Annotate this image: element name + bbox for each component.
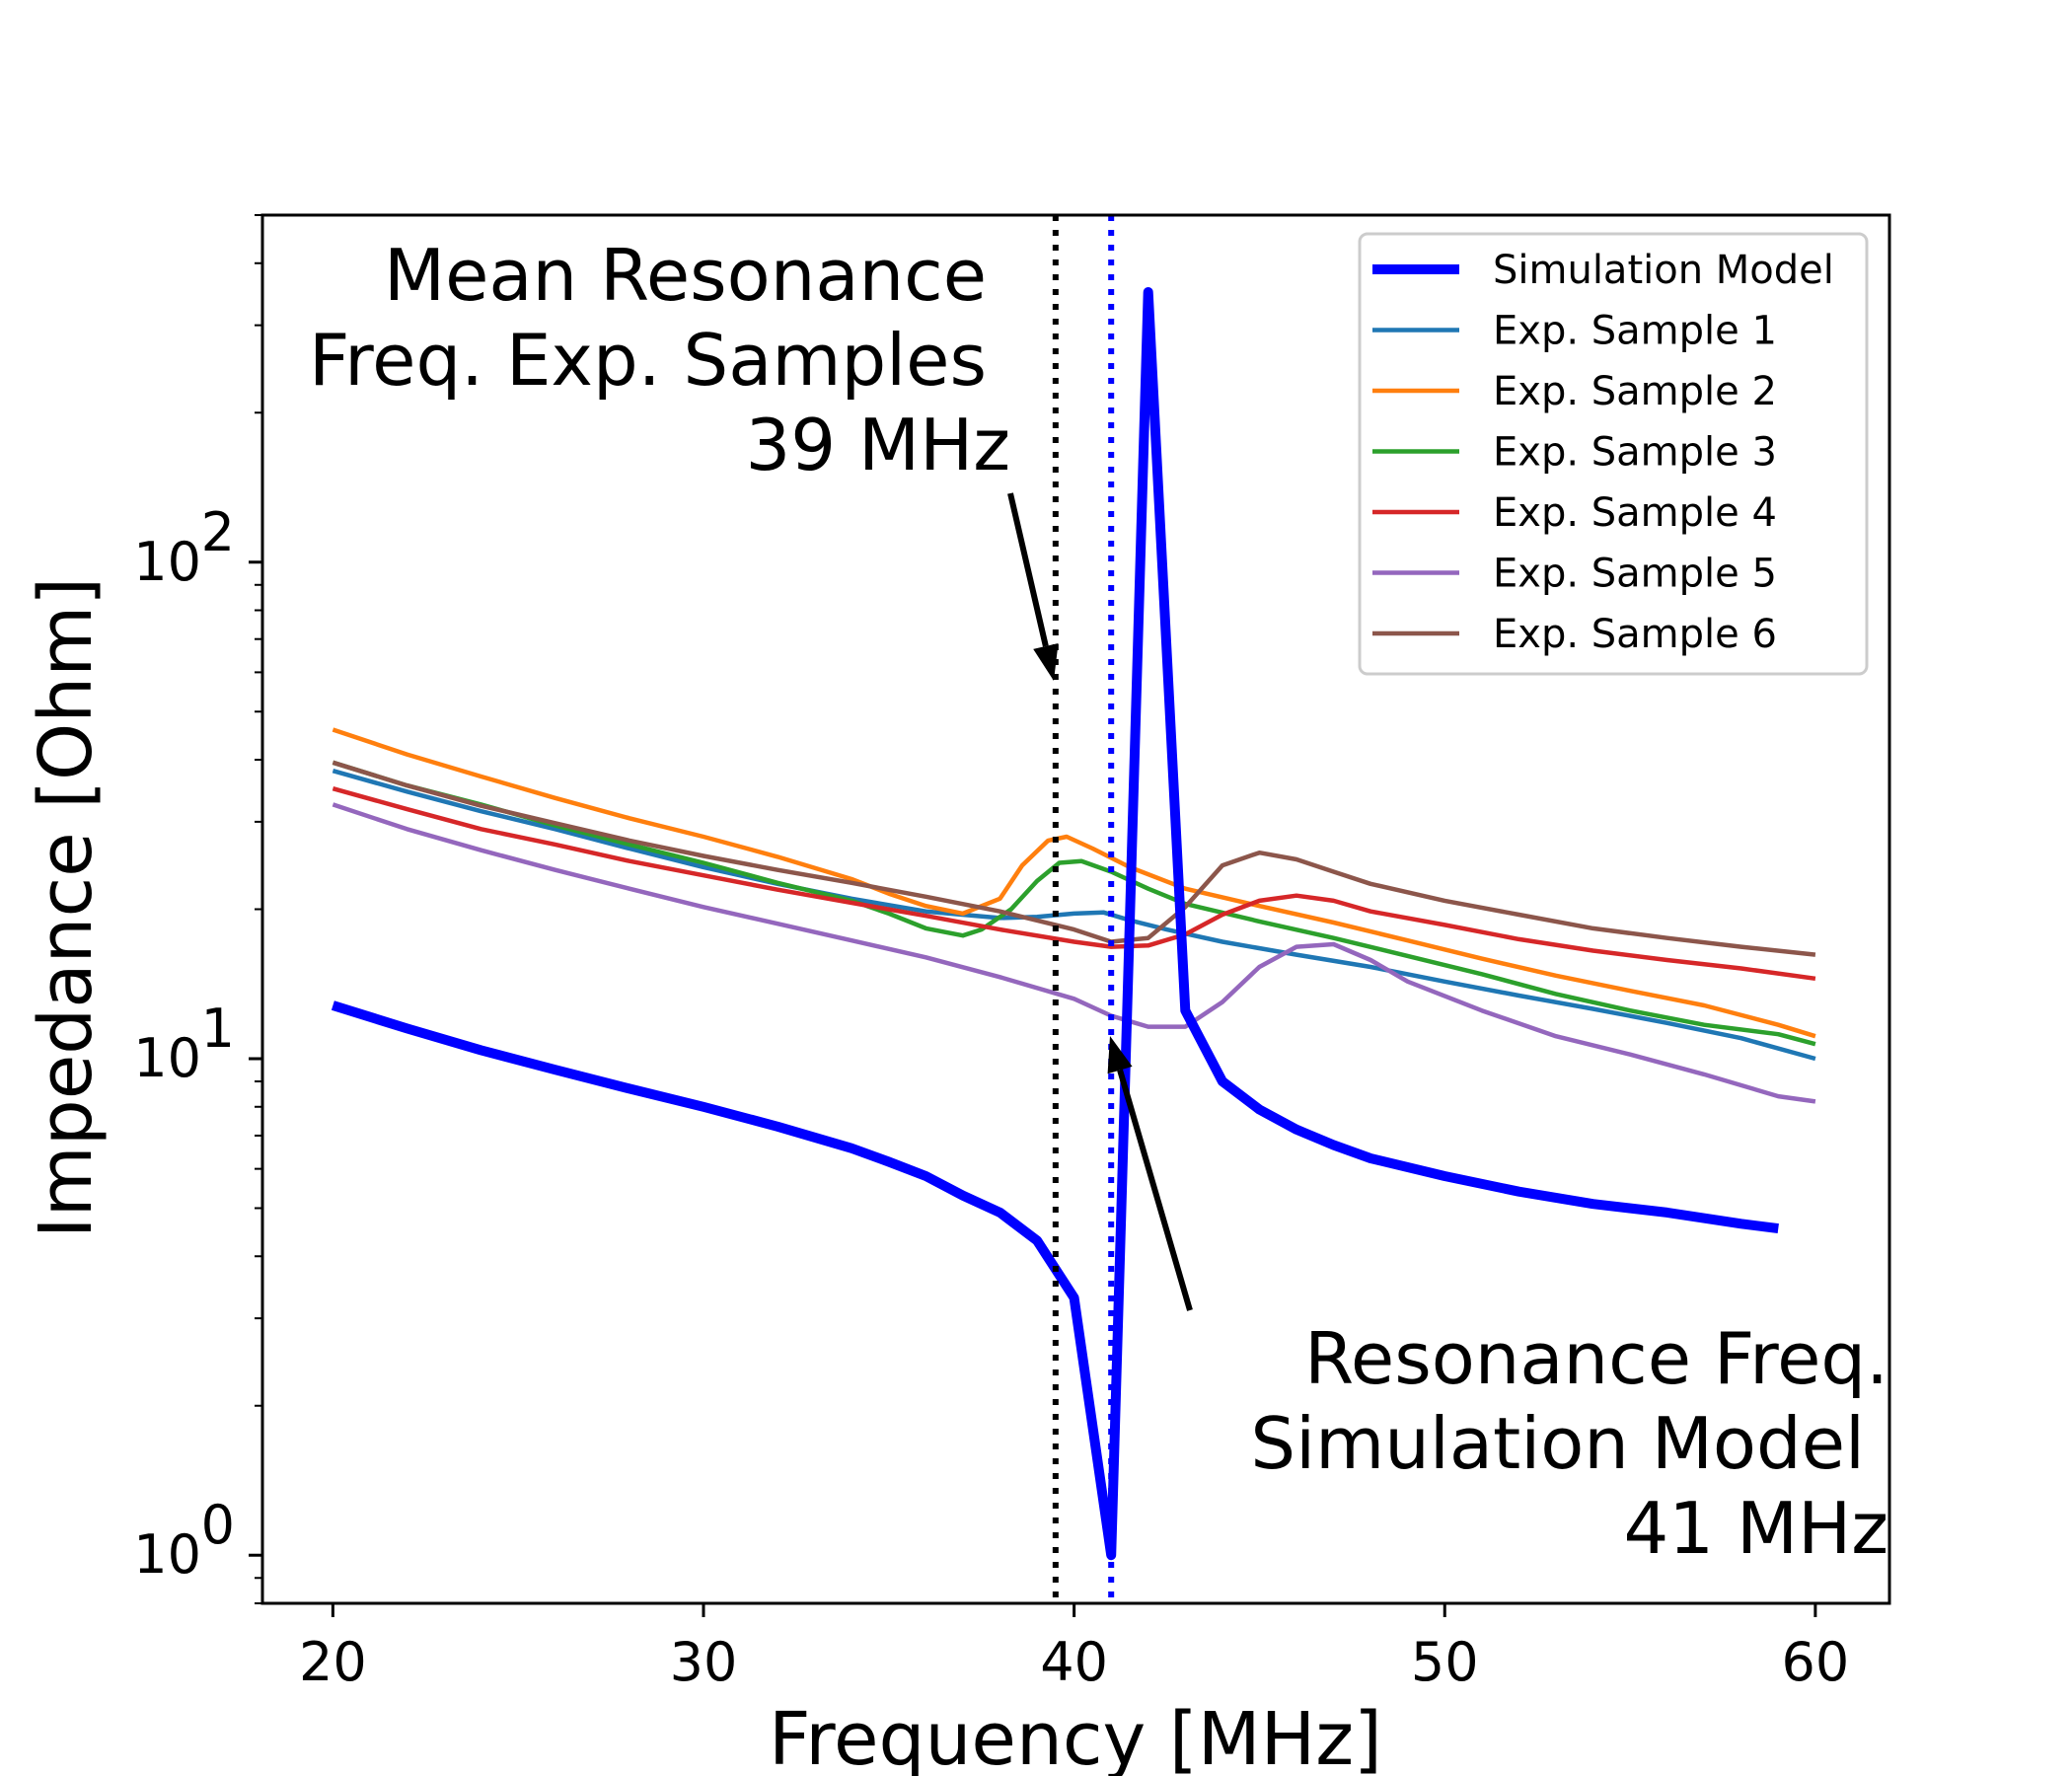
- legend-entries: Simulation Model Exp. Sample 1 Exp. Sample…: [1372, 248, 1834, 657]
- annotation-line: 39 MHz: [745, 404, 1010, 486]
- legend-box: [1358, 232, 1869, 676]
- annotation-line: 41 MHz: [1623, 1487, 1888, 1570]
- y-axis-label: Impedance [Ohm]: [24, 577, 109, 1238]
- y-tick-label: 10: [133, 1027, 201, 1089]
- legend-label: Exp. Sample 5: [1493, 552, 1777, 597]
- annotation-line: Freq. Exp. Samples: [309, 319, 987, 402]
- series-line-exp-sample-5: [332, 802, 1816, 1104]
- mean-resonance-arrow: [1007, 492, 1059, 681]
- x-tick-label: 50: [1411, 1631, 1479, 1693]
- y-tick-label: 10: [133, 1523, 201, 1586]
- annotation-mean-resonance: Mean Resonance Freq. Exp. Samples 39 MHz: [309, 234, 1010, 486]
- mean-resonance-arrow-shaft: [1007, 492, 1049, 647]
- y-tick-label-exponent: 1: [201, 998, 235, 1060]
- series-line-exp-sample-3: [332, 760, 1816, 1047]
- mean-resonance-arrow-head: [1033, 642, 1059, 681]
- x-tick-label: 60: [1782, 1631, 1850, 1693]
- simulation-resonance-arrow-shaft: [1117, 1069, 1193, 1311]
- x-tick-label: 40: [1040, 1631, 1108, 1693]
- y-tick-label-exponent: 2: [201, 501, 235, 563]
- simulation-resonance-arrow-head: [1107, 1036, 1133, 1074]
- y-tick-label-exponent: 0: [201, 1494, 235, 1556]
- y-tick-label: 10: [133, 531, 201, 593]
- annotation-line: Resonance Freq.: [1304, 1317, 1888, 1400]
- legend-label: Exp. Sample 2: [1493, 369, 1777, 414]
- annotation-line: Mean Resonance: [384, 234, 987, 317]
- legend-label: Exp. Sample 6: [1493, 612, 1777, 657]
- x-axis-label: Frequency [MHz]: [769, 1697, 1382, 1776]
- series-layer: [331, 287, 1816, 1561]
- arrow-layer: [1007, 492, 1193, 1311]
- legend-label: Simulation Model: [1493, 248, 1834, 293]
- simulation-resonance-arrow: [1107, 1036, 1193, 1311]
- legend: Simulation Model Exp. Sample 1 Exp. Sample…: [1358, 232, 1869, 676]
- x-axis-ticks: 20 30 40 50 60: [299, 1603, 1849, 1693]
- vline-layer: [1052, 215, 1115, 1603]
- legend-label: Exp. Sample 3: [1493, 430, 1777, 476]
- legend-label: Exp. Sample 4: [1493, 490, 1777, 536]
- x-tick-label: 30: [670, 1631, 738, 1693]
- legend-label: Exp. Sample 1: [1493, 309, 1777, 354]
- series-line-exp-sample-1: [332, 769, 1816, 1062]
- annotation-line: Simulation Model: [1250, 1402, 1865, 1485]
- series-line-exp-sample-4: [332, 786, 1816, 982]
- series-line-exp-sample-2: [332, 727, 1816, 1039]
- annotation-simulation-resonance: Resonance Freq. Simulation Model 41 MHz: [1250, 1317, 1888, 1570]
- series-line-simulation-model: [331, 287, 1779, 1561]
- series-line-exp-sample-6: [332, 760, 1816, 957]
- x-tick-label: 20: [299, 1631, 367, 1693]
